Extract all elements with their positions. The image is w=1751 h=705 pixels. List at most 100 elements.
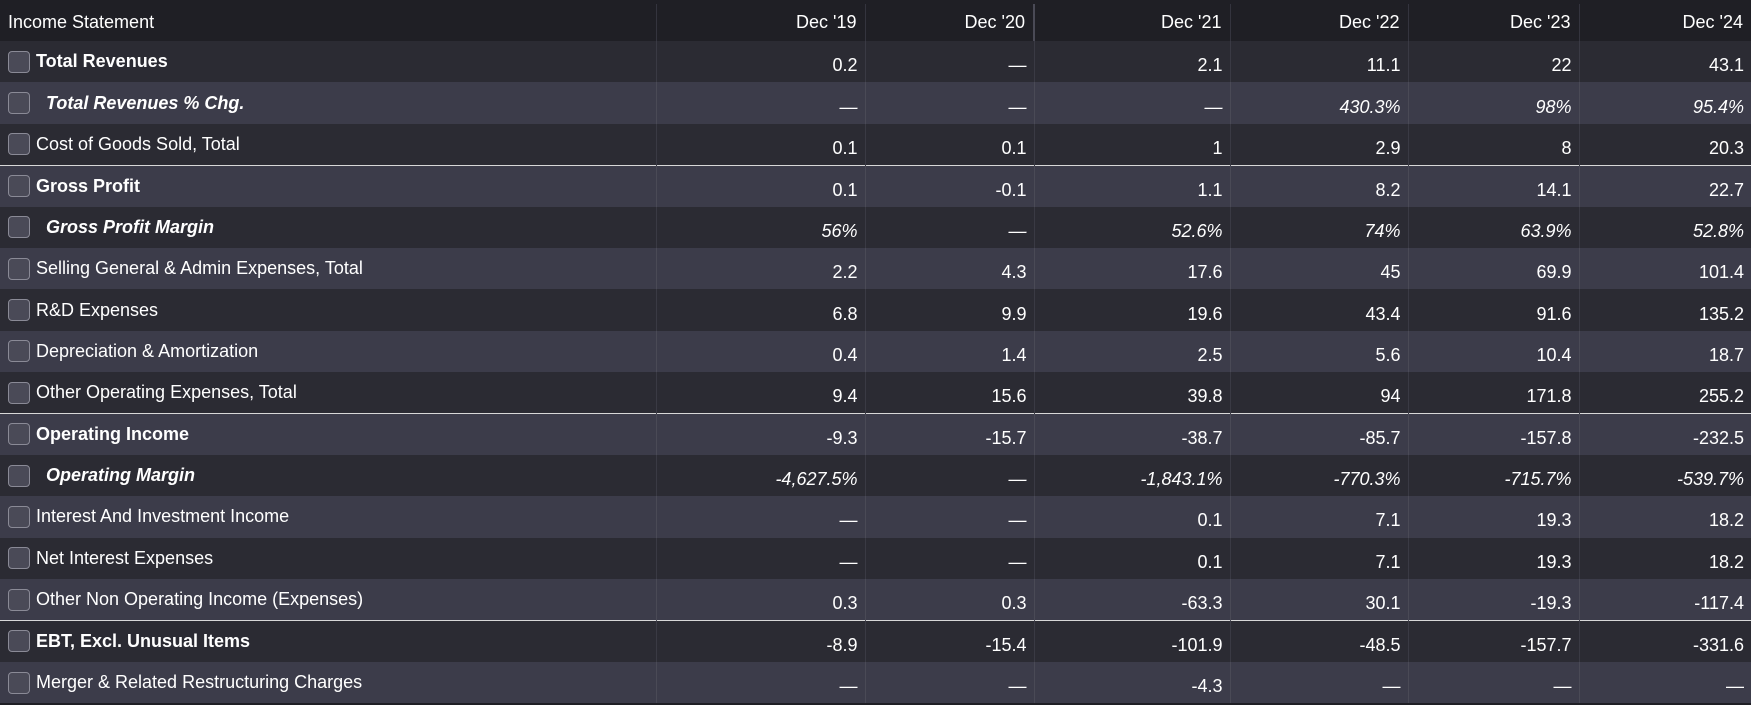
row-value-cell: -770.3% (1230, 454, 1409, 497)
row-value-cell: -38.7 (1034, 413, 1231, 455)
row-value-cell: 52.8% (1692, 220, 1744, 241)
row-value-cell: -539.7% (1676, 469, 1744, 490)
row-value-cell: — (1230, 661, 1409, 704)
table-row: Operating Income -9.3 -15.7 -38.7 -85.7 -157.… (0, 413, 1751, 455)
row-checkbox[interactable] (8, 423, 30, 446)
row-label: R&D Expenses (36, 299, 159, 320)
row-value-cell: 7.1 (1230, 537, 1409, 580)
row-value-cell: 69.9 (1408, 247, 1580, 290)
row-value-cell: -232.5 (1579, 413, 1751, 455)
table-header-row: Income Statement Dec '19 Dec '20 Dec '21… (0, 4, 1751, 41)
row-value-cell: — (656, 496, 866, 538)
row-value-cell: — (865, 496, 1035, 538)
row-label: Selling General & Admin Expenses, Total (36, 258, 363, 279)
row-checkbox[interactable] (8, 340, 30, 363)
row-checkbox[interactable] (8, 588, 30, 611)
row-value-cell: -715.7% (1408, 454, 1580, 497)
row-checkbox[interactable] (8, 505, 30, 528)
row-value-cell: -9.3 (656, 413, 866, 455)
row-label-wrap: Interest And Investment Income (8, 505, 649, 528)
column-header[interactable]: Dec '21 (1034, 4, 1231, 41)
row-value-cell: -63.3 (1034, 579, 1231, 621)
row-label-wrap: Merger & Related Restructuring Charges (8, 671, 649, 694)
row-value-cell: 20.3 (1708, 137, 1744, 158)
row-label-wrap: Total Revenues (8, 50, 649, 73)
row-checkbox[interactable] (8, 216, 30, 239)
row-value-cell: -157.8 (1408, 413, 1580, 455)
row-checkbox[interactable] (8, 464, 30, 487)
row-value-cell: — (1034, 82, 1231, 124)
row-label-wrap: Depreciation & Amortization (8, 340, 649, 363)
row-label-wrap: EBT, Excl. Unusual Items (8, 630, 649, 653)
row-value-cell: -15.4 (865, 619, 1035, 662)
row-value-cell: 0.3 (865, 579, 1035, 621)
row-value-cell: 39.8 (1034, 372, 1231, 414)
row-value-cell: 2.1 (1034, 41, 1231, 83)
column-header[interactable]: Dec '22 (1230, 4, 1409, 41)
row-value-cell: 0.4 (656, 330, 866, 373)
row-value-cell: -101.9 (1034, 619, 1231, 662)
row-value-cell: 17.6 (1034, 247, 1231, 290)
table-row: Gross Profit 0.1 -0.1 1.1 8.2 14.1 22.7 (0, 164, 1751, 207)
row-checkbox[interactable] (8, 630, 30, 653)
table-row: Total Revenues % Chg. — — —430.3% 98% 95.4% (0, 82, 1751, 124)
row-label-cell: Gross Profit (0, 164, 657, 207)
row-checkbox[interactable] (8, 50, 30, 73)
row-label-wrap: Net Interest Expenses (8, 547, 649, 570)
row-value-cell: -0.1 (865, 164, 1035, 207)
column-header[interactable]: Dec '20 (865, 4, 1035, 41)
row-label-cell: Gross Profit Margin (0, 206, 657, 248)
row-checkbox[interactable] (8, 381, 30, 404)
row-value-cell: 101.4 (1698, 262, 1744, 283)
row-label: Operating Margin (46, 465, 196, 486)
row-checkbox[interactable] (8, 299, 30, 322)
row-value-cell: 52.6% (1034, 206, 1231, 248)
row-value-cell: — (865, 537, 1035, 580)
row-value-cell: 8.2 (1230, 164, 1409, 207)
row-value-cell: 94 (1230, 372, 1409, 414)
row-value-cell: 19.3 (1408, 496, 1580, 538)
row-checkbox[interactable] (8, 133, 30, 156)
row-checkbox[interactable] (8, 671, 30, 694)
row-label: Merger & Related Restructuring Charges (36, 672, 363, 693)
row-value-cell: — (865, 661, 1035, 704)
row-label-cell: Operating Income (0, 413, 657, 455)
row-checkbox[interactable] (8, 257, 30, 280)
row-value-cell: -8.9 (656, 619, 866, 662)
row-label: Interest And Investment Income (36, 506, 290, 527)
table-row: Selling General & Admin Expenses, Total 2… (0, 247, 1751, 290)
row-value-cell: 8 (1408, 123, 1580, 166)
row-label-wrap: Operating Income (8, 423, 649, 446)
row-value-cell: 135.2 (1698, 303, 1744, 324)
row-value-cell: 18.7 (1708, 344, 1744, 365)
row-value-cell: — (1408, 661, 1580, 704)
column-header[interactable]: Dec '23 (1408, 4, 1580, 41)
row-checkbox[interactable] (8, 92, 30, 115)
row-checkbox[interactable] (8, 547, 30, 570)
row-value-cell: 56% (656, 206, 866, 248)
row-label-wrap: Gross Profit Margin (8, 216, 649, 239)
row-value-cell: 0.3 (656, 579, 866, 621)
row-value-cell: 30.1 (1230, 579, 1409, 621)
row-label-cell: Selling General & Admin Expenses, Total (0, 247, 657, 290)
row-value-cell: 0.1 (865, 123, 1035, 166)
row-value-cell: 430.3% (1230, 82, 1409, 124)
row-label: Depreciation & Amortization (36, 340, 259, 361)
row-value-cell: -331.6 (1579, 619, 1751, 662)
row-value-cell: — (865, 454, 1035, 497)
row-label: Cost of Goods Sold, Total (36, 133, 240, 154)
row-value-cell: 0.2 (656, 41, 866, 83)
row-label-wrap: Other Operating Expenses, Total (8, 381, 649, 404)
row-label: Net Interest Expenses (36, 547, 214, 568)
row-label: Other Operating Expenses, Total (36, 382, 297, 403)
row-checkbox[interactable] (8, 175, 30, 198)
row-value-cell: 98% (1408, 82, 1580, 124)
row-label-cell: Other Non Operating Income (Expenses) (0, 579, 657, 621)
row-value-cell: — (1726, 676, 1744, 697)
table-row: Other Operating Expenses, Total 9.4 15.6 39… (0, 372, 1751, 414)
column-header[interactable]: Dec '24 (1682, 12, 1743, 32)
table-row: Gross Profit Margin 56% —52.6% 74% 63.9% 52.8… (0, 206, 1751, 248)
row-label: EBT, Excl. Unusual Items (36, 630, 251, 651)
column-header[interactable]: Dec '19 (656, 4, 866, 41)
row-value-cell: 9.4 (656, 372, 866, 414)
